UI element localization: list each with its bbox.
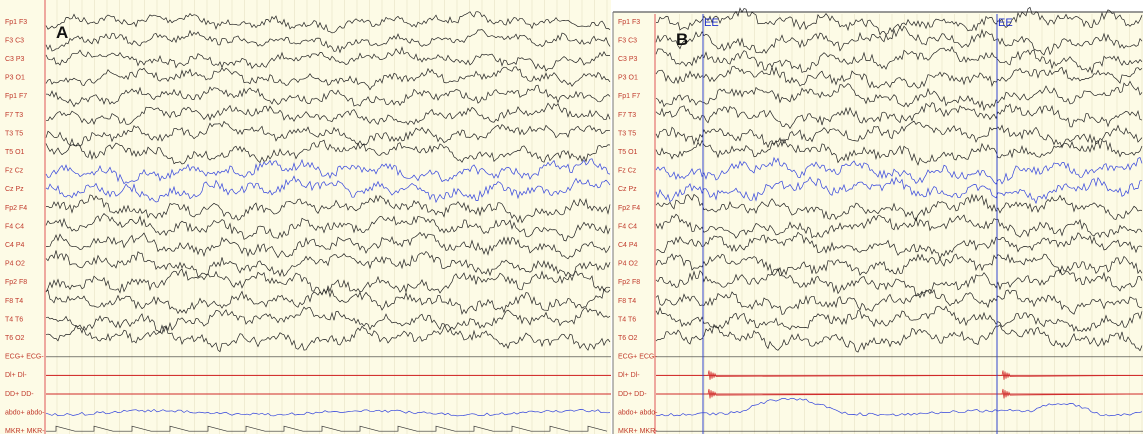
channel-label: P3 O1 [5,75,25,82]
channel-label: P4 O2 [618,261,638,268]
channel-label: MKR+ MKR- [618,428,658,434]
channel-label: P4 O2 [5,261,25,268]
event-label: EE [998,17,1013,29]
channel-label: Fp2 F8 [618,279,640,286]
channel-label: C3 P3 [5,56,25,63]
channel-label: Dl+ Dl- [618,372,640,379]
channel-label: Fp1 F7 [5,93,27,100]
channel-label: C3 P3 [618,56,638,63]
channel-label: Fz Cz [5,168,24,175]
channel-label: Cz Pz [5,186,24,193]
channel-label: T5 O1 [5,149,25,156]
channel-label: F3 C3 [618,37,637,44]
channel-label: abdo+ abdo- [5,409,45,416]
channel-label: Fp2 F4 [618,205,640,212]
panel-letter: B [676,30,688,49]
channel-label: P3 O1 [618,75,638,82]
channel-label: ECG+ ECG- [618,354,657,361]
channel-label: Dl+ Dl- [5,372,27,379]
channel-label: T3 T5 [5,130,23,137]
panel-letter: A [56,23,68,42]
channel-label: Fp1 F3 [5,19,27,26]
channel-label: F3 C3 [5,37,24,44]
channel-label: T6 O2 [618,335,638,342]
channel-label: T4 T6 [5,316,23,323]
channel-label: MKR+ MKR- [5,428,45,434]
channel-label: Fp1 F3 [618,19,640,26]
channel-label: C4 P4 [5,242,25,249]
channel-label: Fp2 F4 [5,205,27,212]
channel-label: Fp2 F8 [5,279,27,286]
channel-label: F4 C4 [5,223,24,230]
channel-label: DD+ DD- [618,391,647,398]
channel-label: abdo+ abdo- [618,409,658,416]
channel-label: Fz Cz [618,168,637,175]
channel-label: DD+ DD- [5,391,34,398]
channel-label: T5 O1 [618,149,638,156]
channel-label: F8 T4 [618,298,636,305]
channel-label: F4 C4 [618,223,637,230]
channel-label: T6 O2 [5,335,25,342]
channel-label: T4 T6 [618,316,636,323]
panel-b-bg [613,12,1143,434]
channel-label: Cz Pz [618,186,637,193]
channel-label: T3 T5 [618,130,636,137]
channel-label: F7 T3 [618,112,636,119]
channel-label: F8 T4 [5,298,23,305]
channel-label: C4 P4 [618,242,638,249]
channel-label: F7 T3 [5,112,23,119]
event-label: EE [704,17,719,29]
eeg-figure: Fp1 F3 F3 C3 C3 P3 P3 O1 Fp1 F7 F7 T3 T3 T5 T5 … [0,0,1143,434]
channel-label: Fp1 F7 [618,93,640,100]
channel-label: ECG+ ECG- [5,354,44,361]
